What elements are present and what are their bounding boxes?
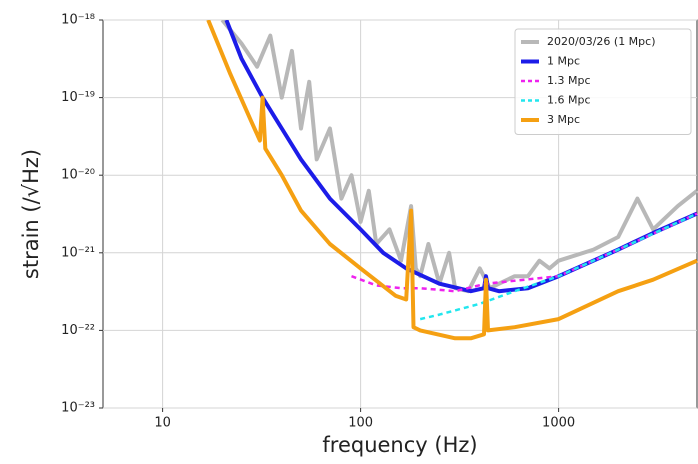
legend: 2020/03/26 (1 Mpc) 1 Mpc 1.3 Mpc 1.6 Mpc 3 M…	[514, 28, 692, 135]
series-line	[351, 212, 698, 293]
x-axis-label: frequency (Hz)	[322, 433, 477, 457]
x-tick-label: 1000	[542, 416, 575, 431]
legend-label: 2020/03/26 (1 Mpc)	[547, 35, 656, 48]
y-axis-label: strain (/√Hz)	[19, 149, 43, 279]
series-line	[206, 20, 698, 341]
x-tick-label: 10	[154, 416, 171, 431]
y-tick-label: 10⁻¹⁸	[61, 13, 95, 28]
legend-label: 3 Mpc	[547, 113, 580, 126]
legend-label: 1.6 Mpc	[547, 94, 591, 107]
series-line	[419, 212, 698, 321]
y-tick-label: 10⁻²³	[61, 401, 95, 416]
lines	[206, 20, 698, 341]
legend-box	[514, 28, 692, 135]
y-tick-label: 10⁻²⁰	[61, 168, 95, 183]
ticks: 10 100 1000 10⁻²³ 10⁻²² 10⁻²¹ 10⁻²⁰ 10⁻¹⁹ 10⁻¹⁸	[61, 13, 575, 431]
y-tick-label: 10⁻²¹	[61, 245, 95, 260]
y-tick-label: 10⁻²²	[61, 323, 95, 338]
x-tick-label: 100	[348, 416, 373, 431]
legend-label: 1.3 Mpc	[547, 74, 591, 87]
legend-label: 1 Mpc	[547, 55, 580, 68]
y-tick-label: 10⁻¹⁹	[61, 90, 95, 105]
